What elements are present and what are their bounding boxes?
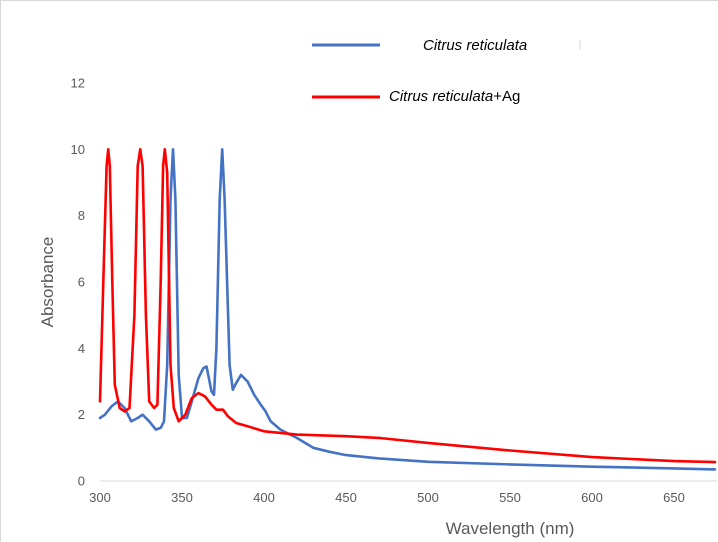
x-tick-label: 350	[171, 490, 193, 505]
x-tick-label: 650	[663, 490, 685, 505]
y-tick-label: 10	[71, 142, 85, 157]
y-tick-label: 0	[78, 474, 85, 489]
y-axis-title: Absorbance	[38, 237, 57, 328]
legend: Citrus reticulata Citrus reticulata+Ag	[312, 37, 581, 105]
x-tick-label: 550	[499, 490, 521, 505]
y-tick-label: 12	[71, 76, 85, 91]
x-tick-label: 300	[89, 490, 111, 505]
legend-label-1: Citrus reticulata+Ag	[389, 88, 520, 105]
x-tick-label: 500	[417, 490, 439, 505]
series-layer	[98, 148, 717, 471]
series-line-0	[98, 148, 717, 471]
x-tick-label: 450	[335, 490, 357, 505]
x-axis-title: Wavelength (nm)	[446, 519, 575, 538]
x-axis-ticks: 300 350 400 450 500 550 600 650	[89, 490, 685, 505]
y-tick-label: 2	[78, 407, 85, 422]
series-line-1	[98, 148, 717, 464]
x-tick-label: 400	[253, 490, 275, 505]
legend-label-0: Citrus reticulata	[423, 37, 527, 54]
y-axis-ticks: 0 2 4 6 8 10 12	[71, 76, 85, 489]
y-tick-label: 8	[78, 208, 85, 223]
y-tick-label: 4	[78, 341, 85, 356]
x-tick-label: 600	[581, 490, 603, 505]
y-tick-label: 6	[78, 275, 85, 290]
